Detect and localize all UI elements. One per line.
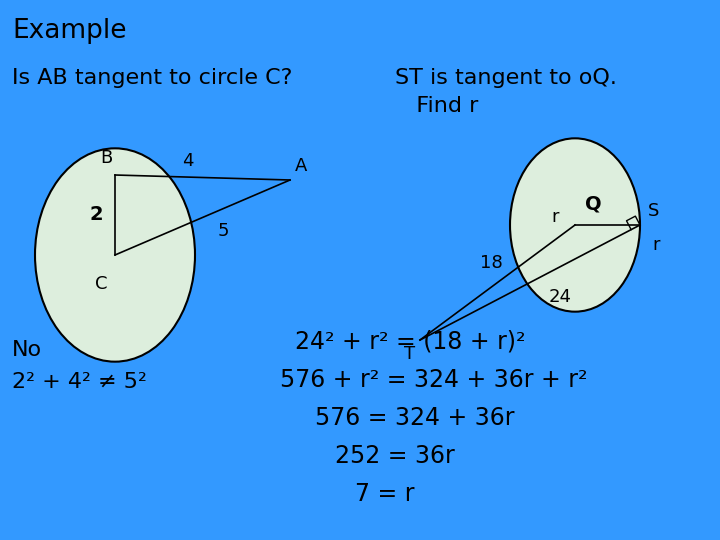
Ellipse shape [35, 148, 195, 362]
Text: Find r: Find r [395, 96, 478, 116]
Text: 576 + r² = 324 + 36r + r²: 576 + r² = 324 + 36r + r² [280, 368, 588, 392]
Text: 576 = 324 + 36r: 576 = 324 + 36r [315, 406, 515, 430]
Text: 18: 18 [480, 254, 503, 273]
Text: 7 = r: 7 = r [355, 482, 415, 506]
Text: Q: Q [585, 194, 602, 213]
Text: A: A [295, 157, 307, 175]
Text: 2² + 4² ≠ 5²: 2² + 4² ≠ 5² [12, 372, 147, 392]
Text: Example: Example [12, 18, 127, 44]
Text: 5: 5 [217, 222, 229, 240]
Text: No: No [12, 340, 42, 360]
Text: ST is tangent to oQ.: ST is tangent to oQ. [395, 68, 617, 88]
Text: 252 = 36r: 252 = 36r [335, 444, 455, 468]
Text: B: B [100, 149, 112, 167]
Text: 24: 24 [549, 287, 572, 306]
Text: T: T [404, 345, 415, 363]
Text: Is AB tangent to circle C?: Is AB tangent to circle C? [12, 68, 292, 88]
Text: 24² + r² = (18 + r)²: 24² + r² = (18 + r)² [295, 330, 526, 354]
Text: r: r [552, 208, 559, 226]
Text: r: r [652, 236, 660, 254]
Text: 2: 2 [89, 206, 103, 225]
Text: C: C [94, 275, 107, 293]
Text: 4: 4 [181, 152, 193, 170]
Ellipse shape [510, 138, 640, 312]
Text: S: S [648, 202, 660, 220]
